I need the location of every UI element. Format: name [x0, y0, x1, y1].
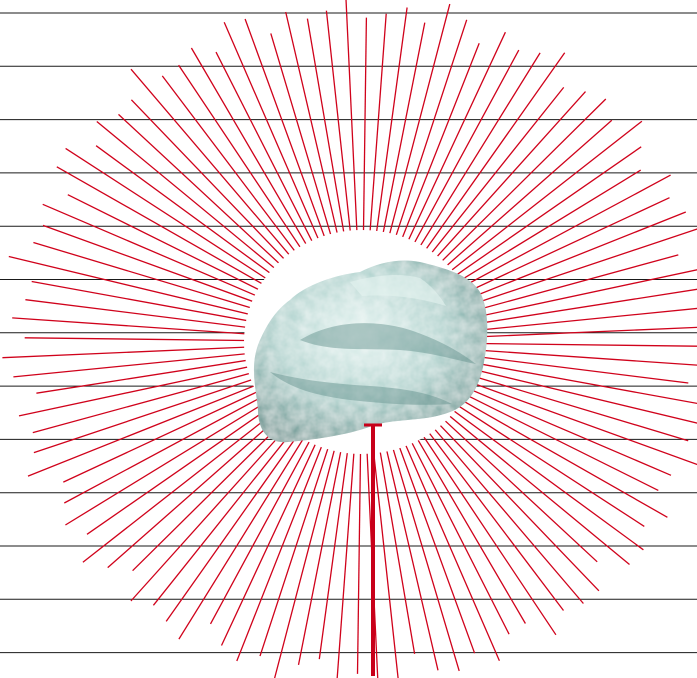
stone-facet	[270, 372, 452, 405]
stone-image	[253, 260, 488, 443]
stone-facet	[300, 323, 476, 364]
pointer-marker	[364, 423, 382, 676]
stone-body	[253, 260, 488, 443]
stone-facet	[350, 275, 446, 306]
